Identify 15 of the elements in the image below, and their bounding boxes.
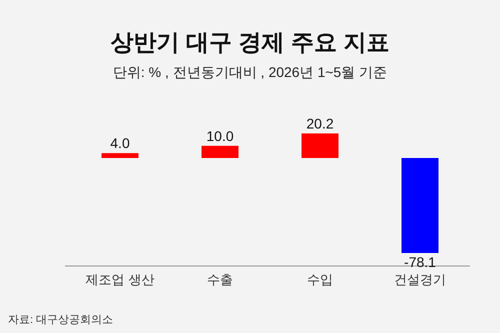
chart-title: 상반기 대구 경제 주요 지표 (110, 29, 390, 55)
x-tick-label: 수입 (307, 272, 333, 287)
data-label: 4.0 (110, 135, 130, 152)
bar (102, 153, 138, 158)
data-label: 10.0 (206, 128, 234, 144)
text: 자료: 대구상공회의소 (8, 314, 114, 326)
x-tick-label: 건설경기 (394, 272, 446, 287)
chart-subtitle: 단위: % , 전년동기대비 , 2026년 1~5월 기준 (112, 64, 388, 80)
bar (202, 146, 238, 158)
x-tick-label: 제조업 생산 (86, 272, 154, 287)
data-label: 20.2 (306, 115, 334, 132)
data-label: -78.1 (404, 254, 436, 270)
x-tick-label: 수출 (207, 272, 233, 287)
bar (302, 133, 338, 158)
bar (402, 158, 438, 253)
